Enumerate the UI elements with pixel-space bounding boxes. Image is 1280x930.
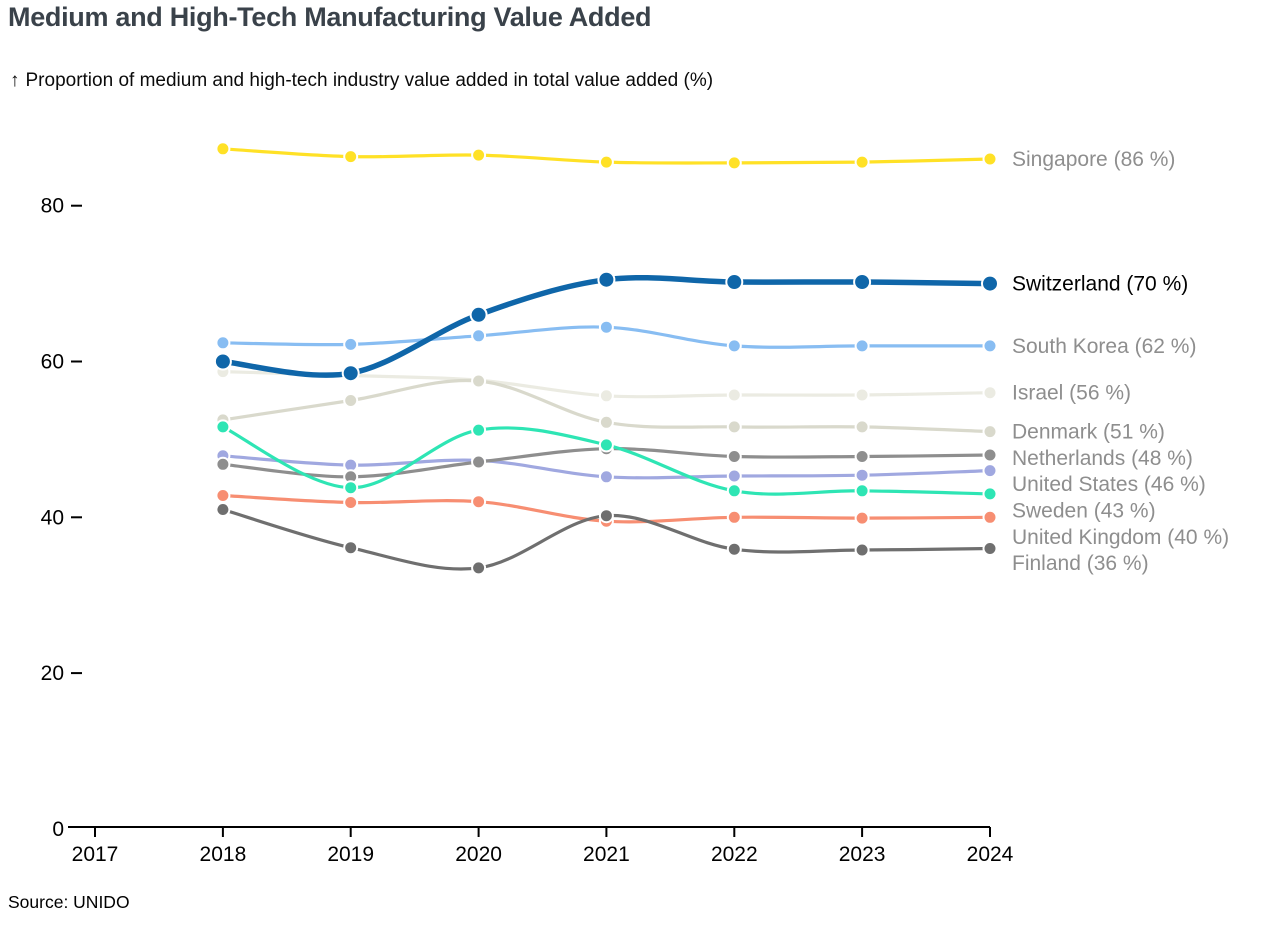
series-dot-south-korea-2020 <box>471 328 487 344</box>
series-dot-israel-2024 <box>982 385 998 401</box>
y-tick-label-20: 20 <box>41 662 64 685</box>
series-dot-finland-2018 <box>215 502 231 517</box>
subtitle-text: Proportion of medium and high-tech indus… <box>25 70 714 91</box>
x-tick-label-2021: 2021 <box>583 843 630 866</box>
series-dot-sweden-2019 <box>343 480 359 496</box>
series-dot-singapore-2018 <box>215 141 231 157</box>
series-dot-switzerland-2023 <box>853 273 872 291</box>
series-label-sweden: Sweden (43 %) <box>1012 500 1156 523</box>
series-dot-finland-2023 <box>854 542 870 558</box>
x-tick-label-2019: 2019 <box>327 843 374 866</box>
series-dot-united-states-2021 <box>598 469 614 485</box>
series-label-united-states: United States (46 %) <box>1012 473 1206 496</box>
y-tick-label-80: 80 <box>41 195 64 218</box>
series-dot-singapore-2022 <box>726 155 742 171</box>
series-dot-denmark-2020 <box>471 373 487 389</box>
series-dot-netherlands-2022 <box>726 449 742 464</box>
series-dot-united-kingdom-2020 <box>471 494 487 510</box>
series-dot-israel-2021 <box>598 388 614 404</box>
series-dot-united-states-2024 <box>982 463 998 479</box>
series-dot-singapore-2024 <box>982 151 998 167</box>
series-dot-sweden-2021 <box>598 437 614 453</box>
series-dot-south-korea-2022 <box>726 338 742 354</box>
series-dot-south-korea-2023 <box>854 338 870 354</box>
series-dot-israel-2022 <box>726 387 742 403</box>
y-tick-label-60: 60 <box>41 351 64 374</box>
series-dot-south-korea-2018 <box>215 335 231 351</box>
series-dot-switzerland-2020 <box>469 305 488 324</box>
x-tick-label-2020: 2020 <box>455 843 502 866</box>
series-dot-switzerland-2019 <box>341 364 360 383</box>
up-arrow-icon: ↑ <box>10 70 20 91</box>
series-label-south-korea: South Korea (62 %) <box>1012 335 1196 358</box>
series-dot-switzerland-2024 <box>981 274 999 293</box>
series-dot-sweden-2020 <box>471 422 487 438</box>
series-dot-denmark-2021 <box>598 414 614 430</box>
chart-subtitle: ↑ Proportion of medium and high-tech indu… <box>10 70 713 92</box>
series-dot-sweden-2018 <box>215 419 231 435</box>
x-tick-label-2024: 2024 <box>967 843 1014 866</box>
series-dot-denmark-2022 <box>726 419 742 435</box>
series-dot-united-kingdom-2024 <box>982 509 998 525</box>
series-dot-finland-2021 <box>598 508 614 524</box>
series-dot-netherlands-2020 <box>471 454 487 470</box>
x-tick-label-2022: 2022 <box>711 843 758 866</box>
series-label-denmark: Denmark (51 %) <box>1012 421 1165 444</box>
series-dot-finland-2024 <box>982 541 998 556</box>
series-label-switzerland: Switzerland (70 %) <box>1012 273 1188 296</box>
series-dot-united-kingdom-2022 <box>726 509 742 525</box>
series-dot-switzerland-2022 <box>725 273 744 291</box>
series-dot-sweden-2024 <box>982 486 998 502</box>
series-label-finland: Finland (36 %) <box>1012 552 1149 575</box>
series-dot-singapore-2019 <box>343 149 359 165</box>
series-label-singapore: Singapore (86 %) <box>1012 148 1175 171</box>
series-dot-united-kingdom-2018 <box>215 488 231 503</box>
series-dot-united-states-2023 <box>854 467 870 483</box>
series-dot-south-korea-2019 <box>343 336 359 352</box>
source-note: Source: UNIDO <box>8 892 130 912</box>
x-tick-label-2023: 2023 <box>839 843 886 866</box>
series-dot-finland-2019 <box>343 540 359 556</box>
series-dot-singapore-2023 <box>854 154 870 170</box>
series-label-united-kingdom: United Kingdom (40 %) <box>1012 526 1229 549</box>
series-dot-israel-2023 <box>854 387 870 403</box>
y-tick-label-0: 0 <box>52 818 64 841</box>
series-dot-finland-2020 <box>471 560 487 576</box>
series-dot-switzerland-2021 <box>597 270 616 289</box>
series-dot-united-kingdom-2019 <box>343 495 359 510</box>
y-tick-label-40: 40 <box>41 506 64 529</box>
series-dot-denmark-2019 <box>343 393 359 408</box>
series-dot-south-korea-2024 <box>982 338 998 354</box>
series-dot-united-states-2022 <box>726 468 742 484</box>
series-dot-netherlands-2024 <box>982 447 998 463</box>
series-dot-denmark-2023 <box>854 419 870 435</box>
series-dot-netherlands-2023 <box>854 449 870 464</box>
series-dot-singapore-2021 <box>598 154 614 170</box>
series-dot-united-kingdom-2023 <box>854 510 870 526</box>
series-dot-finland-2022 <box>726 541 742 557</box>
series-label-israel: Israel (56 %) <box>1012 382 1131 405</box>
x-tick-label-2018: 2018 <box>200 843 247 866</box>
series-dot-sweden-2022 <box>726 483 742 499</box>
series-dot-netherlands-2018 <box>215 456 231 472</box>
series-dot-south-korea-2021 <box>598 319 614 335</box>
series-label-netherlands: Netherlands (48 %) <box>1012 447 1193 470</box>
series-dot-singapore-2020 <box>471 147 487 163</box>
page-title: Medium and High-Tech Manufacturing Value… <box>8 2 652 32</box>
x-tick-label-2017: 2017 <box>72 843 119 866</box>
series-dot-sweden-2023 <box>854 483 870 499</box>
series-dot-denmark-2024 <box>982 424 998 440</box>
series-dot-switzerland-2018 <box>213 352 232 371</box>
